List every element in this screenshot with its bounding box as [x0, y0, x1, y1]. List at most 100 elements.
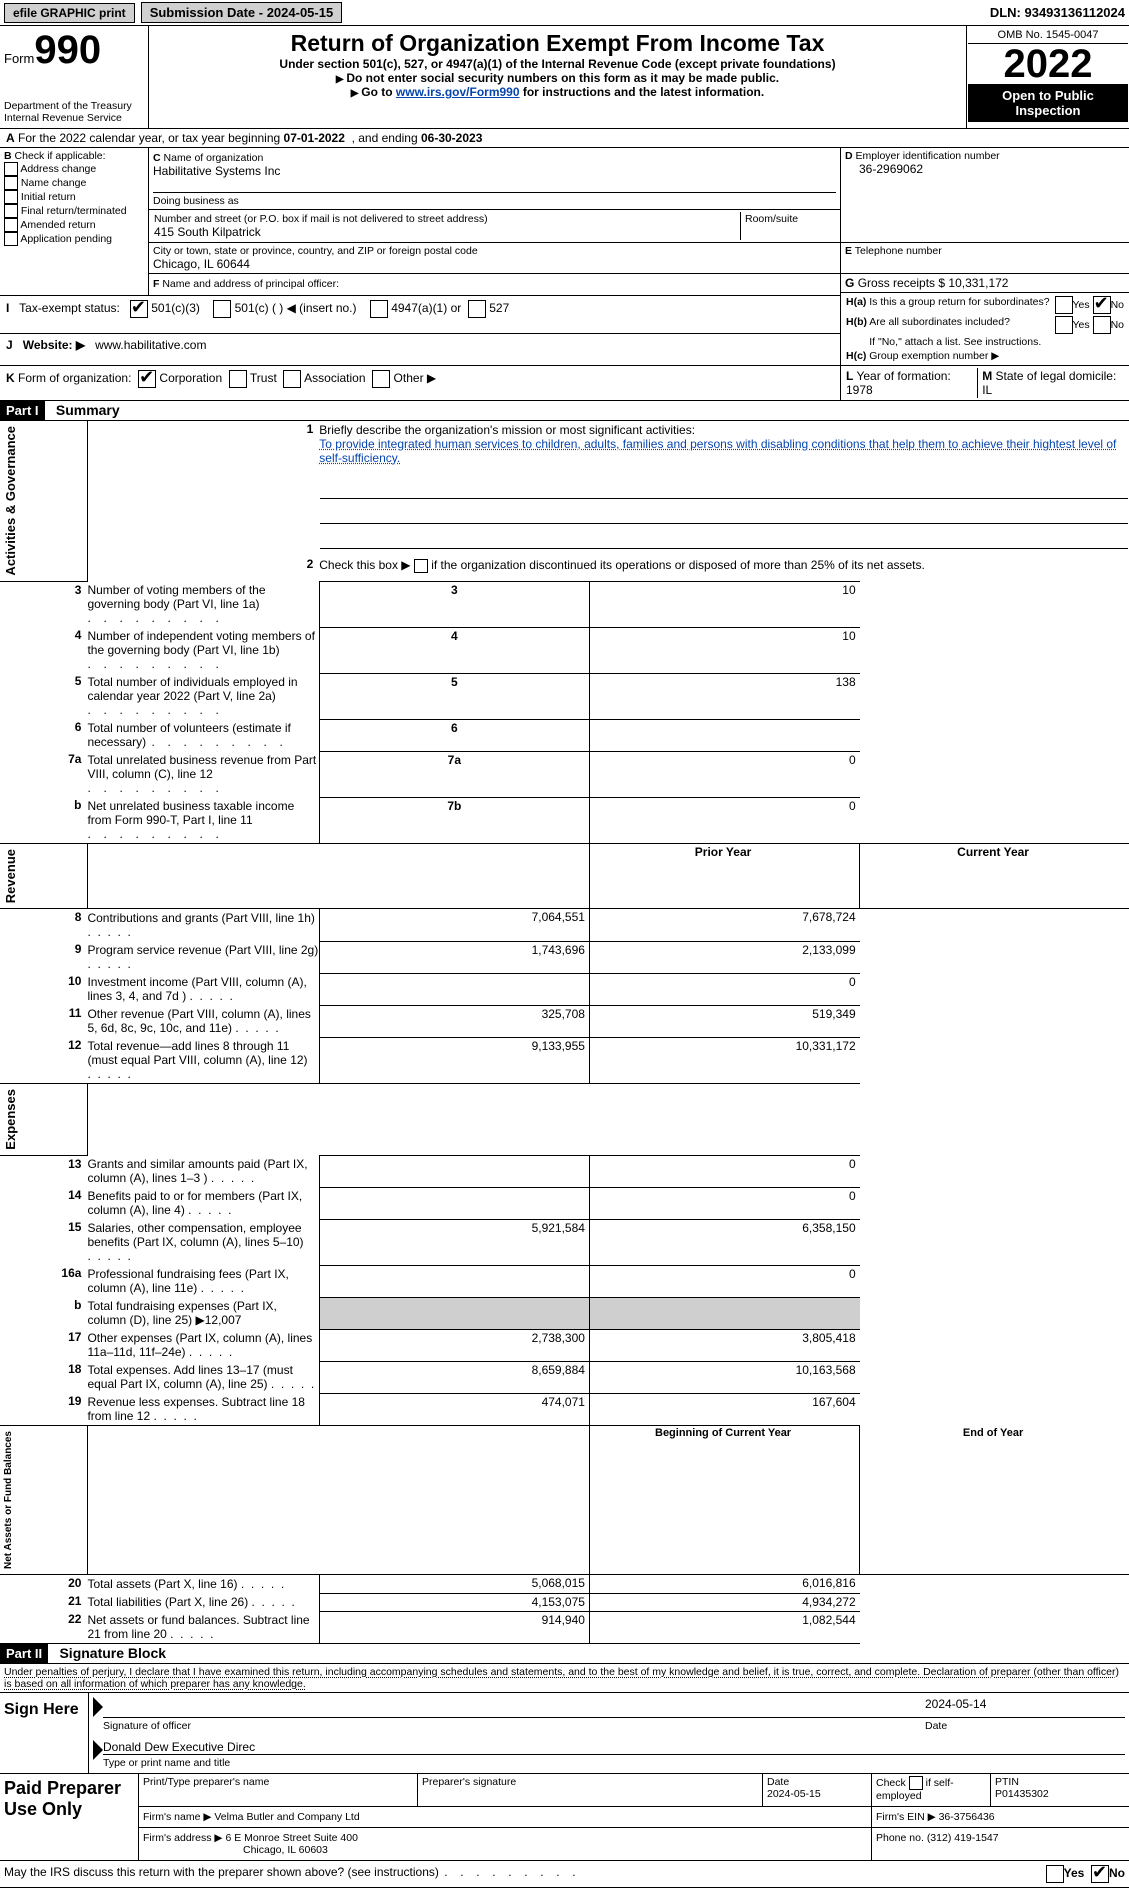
b-check[interactable] — [4, 218, 18, 232]
row-desc: Total unrelated business revenue from Pa… — [87, 751, 319, 797]
row-desc: Grants and similar amounts paid (Part IX… — [87, 1155, 319, 1187]
period-end: 06-30-2023 — [421, 131, 482, 145]
curr-val: 0 — [589, 1187, 859, 1219]
sign-date: 2024-05-14 — [925, 1697, 1125, 1718]
col-begin: Beginning of Current Year — [589, 1426, 859, 1575]
prior-val: 914,940 — [319, 1611, 589, 1644]
hb-yes[interactable] — [1055, 316, 1073, 334]
tax-year: 2022 — [968, 44, 1128, 84]
submission-date: Submission Date - 2024-05-15 — [141, 2, 343, 23]
footer-mid: Cat. No. 11282Y — [668, 1890, 756, 1892]
curr-val: 3,805,418 — [589, 1329, 859, 1361]
ein: 36-2969062 — [845, 162, 1125, 176]
row-desc: Total number of volunteers (estimate if … — [87, 719, 319, 751]
curr-val: 167,604 — [589, 1393, 859, 1426]
org-name: Habilitative Systems Inc — [153, 164, 280, 178]
4947-check[interactable] — [370, 300, 388, 318]
sign-here: Sign Here — [4, 1701, 79, 1718]
officer-name: Donald Dew Executive Direc — [103, 1740, 1125, 1755]
ha-lbl: Is this a group return for subordinates? — [868, 295, 1052, 315]
sig-arrow-icon — [93, 1697, 103, 1717]
row-desc: Contributions and grants (Part VIII, lin… — [87, 909, 319, 942]
perjury-decl: Under penalties of perjury, I declare th… — [0, 1664, 1129, 1693]
prior-val: 2,738,300 — [319, 1329, 589, 1361]
l2-check[interactable] — [414, 559, 428, 573]
l2b: if the organization discontinued its ope… — [431, 558, 925, 572]
prior-val: 5,068,015 — [319, 1575, 589, 1594]
b-check[interactable] — [4, 190, 18, 204]
other-check[interactable] — [372, 370, 390, 388]
officer-name-lbl: Type or print name and title — [103, 1757, 230, 1769]
row-desc: Investment income (Part VIII, column (A)… — [87, 973, 319, 1005]
assoc-check[interactable] — [283, 370, 301, 388]
ha-yes[interactable] — [1055, 296, 1073, 314]
firm-addr1: 6 E Monroe Street Suite 400 — [225, 1832, 358, 1844]
curr-val: 0 — [589, 973, 859, 1005]
corp-check[interactable] — [138, 370, 156, 388]
prior-val: 4,153,075 — [319, 1593, 589, 1611]
print-lbl: Print/Type preparer's name — [143, 1776, 269, 1788]
part2-hdr: Part II — [0, 1644, 48, 1663]
row-box: 3 — [319, 581, 589, 627]
check-lbl: Check — [876, 1777, 906, 1789]
501c-check[interactable] — [213, 300, 231, 318]
c-name-lbl: Name of organization — [164, 152, 264, 164]
discuss-no[interactable] — [1091, 1865, 1109, 1883]
row-desc: Total fundraising expenses (Part IX, col… — [87, 1297, 319, 1329]
entity-block: B Check if applicable: Address change Na… — [0, 148, 1129, 401]
prior-val — [319, 1297, 589, 1329]
irs-link[interactable]: www.irs.gov/Form990 — [396, 85, 520, 99]
col-end: End of Year — [860, 1426, 1129, 1575]
footer-left: For Paperwork Reduction Act Notice, see … — [4, 1890, 388, 1892]
m-lbl: State of legal domicile: — [996, 369, 1117, 383]
firm-name-lbl: Firm's name ▶ — [143, 1811, 211, 1823]
prior-val: 8,659,884 — [319, 1361, 589, 1393]
discuss-yes[interactable] — [1046, 1865, 1064, 1883]
row-desc: Revenue less expenses. Subtract line 18 … — [87, 1393, 319, 1426]
prep-date-lbl: Date — [767, 1776, 789, 1788]
row-box: 5 — [319, 673, 589, 719]
curr-val: 4,934,272 — [589, 1593, 859, 1611]
vlabel-rev: Revenue — [1, 845, 20, 907]
opt-527: 527 — [489, 302, 509, 316]
prior-val: 7,064,551 — [319, 909, 589, 942]
row-val: 10 — [589, 581, 859, 627]
form-number: 990 — [34, 28, 101, 72]
city-state-zip: Chicago, IL 60644 — [153, 257, 836, 271]
row-desc: Total liabilities (Part X, line 26) — [87, 1593, 319, 1611]
yes2: Yes — [1073, 319, 1090, 331]
row-box: 7a — [319, 751, 589, 797]
efile-print-button[interactable]: efile GRAPHIC print — [4, 3, 135, 23]
form-header: Form990 Department of the Treasury Inter… — [0, 26, 1129, 129]
sign-here-block: Sign Here Signature of officer 2024-05-1… — [0, 1693, 1129, 1774]
dyes: Yes — [1064, 1867, 1085, 1881]
ha-no[interactable] — [1093, 296, 1111, 314]
b-check[interactable] — [4, 232, 18, 246]
501c3-check[interactable] — [130, 300, 148, 318]
website: www.habilitative.com — [95, 338, 206, 352]
b-check[interactable] — [4, 204, 18, 218]
footer-right: Form 990 (2022) — [1036, 1890, 1125, 1892]
b-check[interactable] — [4, 162, 18, 176]
hb-no[interactable] — [1093, 316, 1111, 334]
l2a: Check this box ▶ — [319, 558, 410, 572]
form-subtitle: Under section 501(c), 527, or 4947(a)(1)… — [153, 57, 962, 71]
k-lbl: Form of organization: — [18, 371, 131, 385]
room-lbl: Room/suite — [741, 212, 837, 240]
trust-check[interactable] — [229, 370, 247, 388]
curr-val: 2,133,099 — [589, 941, 859, 973]
sig-arrow-icon2 — [93, 1740, 103, 1760]
instr-link-row: Go to www.irs.gov/Form990 for instructio… — [153, 85, 962, 99]
city-lbl: City or town, state or province, country… — [153, 245, 836, 257]
row-desc: Total revenue—add lines 8 through 11 (mu… — [87, 1037, 319, 1084]
curr-val: 10,331,172 — [589, 1037, 859, 1084]
row-box: 4 — [319, 627, 589, 673]
d-lbl: Employer identification number — [856, 150, 1000, 162]
i-lbl: Tax-exempt status: — [19, 302, 120, 316]
sign-date-lbl: Date — [925, 1720, 947, 1732]
b-label: Check if applicable: — [15, 150, 106, 162]
527-check[interactable] — [468, 300, 486, 318]
self-emp-check[interactable] — [909, 1776, 923, 1790]
opt-assoc: Association — [304, 371, 365, 385]
b-check[interactable] — [4, 176, 18, 190]
